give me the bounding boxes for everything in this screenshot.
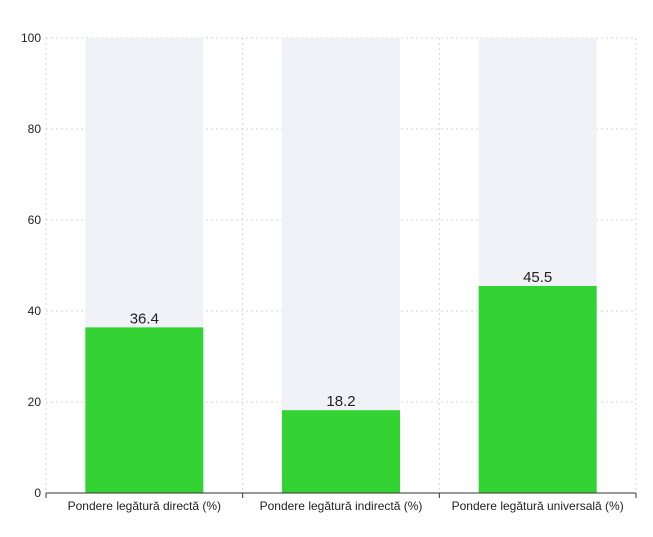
y-tick-label: 80 <box>28 122 42 136</box>
axes <box>45 492 637 498</box>
bar-data-label: 45.5 <box>523 269 552 286</box>
y-tick-label: 100 <box>21 31 41 45</box>
bar-data-label: 18.2 <box>326 393 355 410</box>
y-tick-label: 0 <box>34 486 41 500</box>
bar <box>85 327 204 493</box>
y-tick-label: 60 <box>28 213 42 227</box>
bar <box>478 285 597 493</box>
x-category-label: Pondere legătură directă (%) <box>68 499 221 513</box>
labels: 0 20 40 60 80 100 36.4 Pondere legătură directă… <box>21 31 624 513</box>
bar <box>282 410 400 493</box>
x-category-label: Pondere legătură universală (%) <box>452 499 624 513</box>
x-category-label: Pondere legătură indirectă (%) <box>260 499 423 513</box>
bar-data-label: 36.4 <box>130 310 159 327</box>
bars <box>85 285 597 493</box>
y-tick-label: 40 <box>28 304 42 318</box>
y-tick-label: 20 <box>28 395 42 409</box>
